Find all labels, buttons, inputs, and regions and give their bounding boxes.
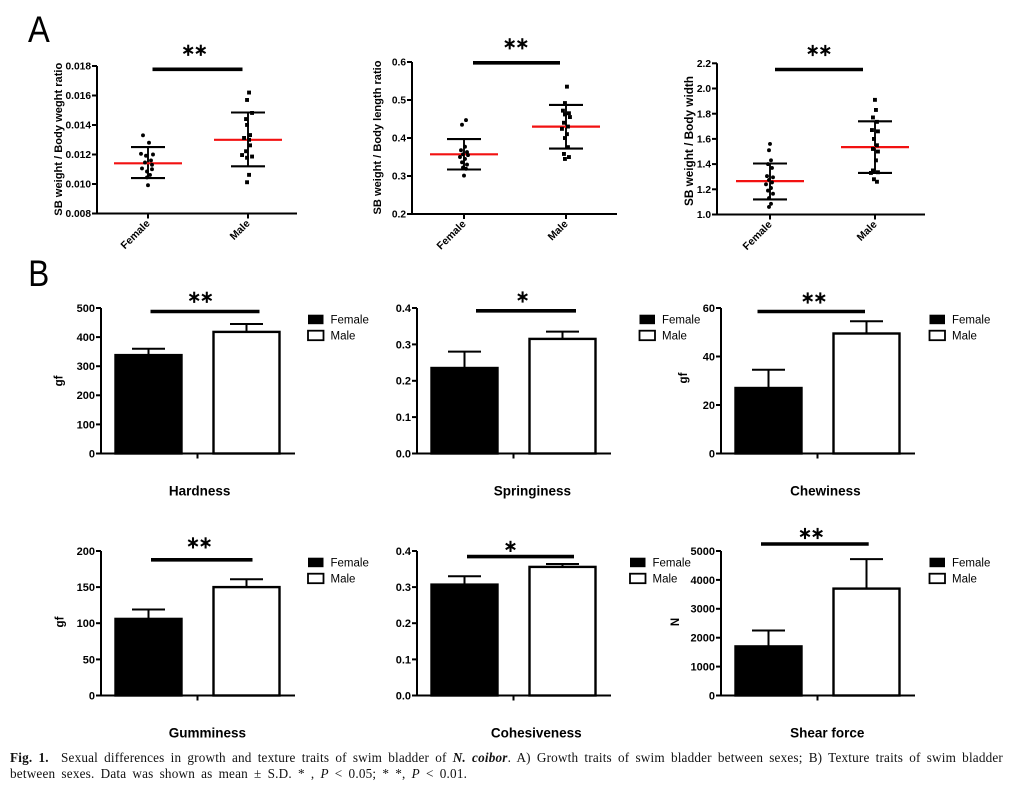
svg-text:0.0: 0.0 [396,448,411,460]
svg-text:Female: Female [435,218,469,252]
svg-text:60: 60 [703,303,715,315]
svg-text:300: 300 [77,361,95,373]
svg-text:Male: Male [952,330,977,342]
svg-text:0.1: 0.1 [396,412,411,424]
svg-text:20: 20 [703,400,715,412]
svg-text:0.3: 0.3 [392,172,406,183]
svg-text:A: A [28,9,50,50]
svg-text:0.012: 0.012 [66,150,92,161]
svg-text:0.014: 0.014 [66,121,92,132]
svg-text:Cohesiveness: Cohesiveness [491,726,582,741]
svg-text:gf: gf [678,372,690,383]
svg-text:2.0: 2.0 [697,84,711,95]
svg-text:0: 0 [89,690,95,702]
svg-text:B: B [28,253,49,294]
svg-text:40: 40 [703,351,715,363]
svg-text:150: 150 [77,582,95,594]
svg-text:500: 500 [77,303,95,315]
svg-text:Male: Male [653,573,678,585]
svg-text:1.4: 1.4 [697,160,711,171]
svg-text:0: 0 [709,690,715,702]
svg-text:1.6: 1.6 [697,135,711,146]
svg-text:Female: Female [119,218,153,252]
svg-text:0.016: 0.016 [66,91,92,102]
svg-text:1.2: 1.2 [697,185,711,196]
svg-text:Female: Female [741,219,775,253]
svg-text:1000: 1000 [691,662,715,674]
svg-text:Male: Male [546,218,571,243]
svg-text:0.4: 0.4 [396,303,412,315]
svg-text:2.2: 2.2 [697,59,711,70]
svg-text:0.4: 0.4 [396,546,412,558]
svg-text:5000: 5000 [691,546,715,558]
svg-text:400: 400 [77,332,95,344]
svg-text:50: 50 [83,654,95,666]
svg-text:100: 100 [77,419,95,431]
svg-text:Springiness: Springiness [494,484,571,499]
svg-text:Gumminess: Gumminess [169,726,246,741]
svg-text:4000: 4000 [691,575,715,587]
svg-text:Hardness: Hardness [169,484,231,499]
svg-text:0.5: 0.5 [392,96,406,107]
svg-text:Male: Male [952,573,977,585]
svg-text:0.3: 0.3 [396,339,411,351]
svg-text:SB weight / Body length ratio: SB weight / Body length ratio [372,60,384,214]
svg-text:Female: Female [662,314,700,326]
svg-text:1.0: 1.0 [697,210,711,221]
svg-text:100: 100 [77,618,95,630]
svg-text:0.3: 0.3 [396,582,411,594]
svg-text:Male: Male [331,573,356,585]
svg-text:2000: 2000 [691,633,715,645]
svg-text:SB weight / Body weght ratio: SB weight / Body weght ratio [53,62,65,216]
svg-text:0: 0 [89,448,95,460]
svg-text:Male: Male [331,330,356,342]
svg-text:gf: gf [53,375,65,386]
svg-text:0.4: 0.4 [392,134,406,145]
svg-text:Female: Female [331,557,369,569]
svg-text:Male: Male [228,218,253,243]
svg-text:1.8: 1.8 [697,109,711,120]
svg-text:Female: Female [653,557,691,569]
svg-text:0.008: 0.008 [66,209,92,220]
svg-text:3000: 3000 [691,604,715,616]
svg-text:0.2: 0.2 [396,376,411,388]
svg-text:200: 200 [77,546,95,558]
svg-text:200: 200 [77,390,95,402]
svg-text:Female: Female [952,314,990,326]
svg-text:0.2: 0.2 [396,618,411,630]
svg-text:Female: Female [952,557,990,569]
svg-text:Male: Male [855,219,880,244]
svg-text:0.1: 0.1 [396,654,411,666]
svg-text:gf: gf [54,616,66,627]
svg-text:0.6: 0.6 [392,58,406,69]
svg-text:0: 0 [709,448,715,460]
svg-text:0.0: 0.0 [396,690,411,702]
svg-text:SB weight / Body width: SB weight / Body width [684,76,696,206]
svg-text:Shear force: Shear force [790,726,865,741]
svg-text:0.2: 0.2 [392,210,406,221]
svg-text:N: N [670,618,682,626]
svg-text:0.010: 0.010 [66,180,92,191]
svg-text:Male: Male [662,330,687,342]
svg-text:0.018: 0.018 [66,62,92,73]
svg-text:Female: Female [331,314,369,326]
svg-text:Chewiness: Chewiness [790,484,861,499]
